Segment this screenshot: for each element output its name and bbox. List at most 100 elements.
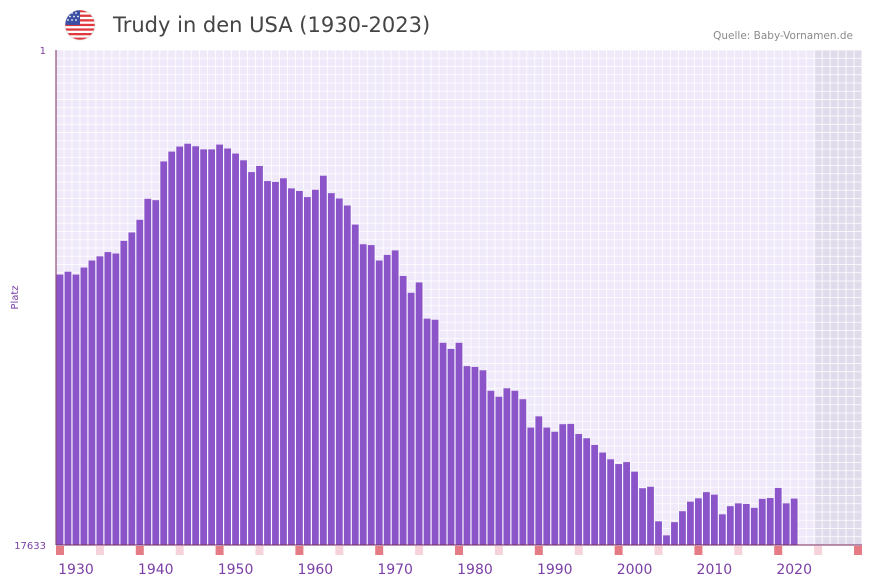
x-tick-label: 1970 [377,562,413,578]
bar-2010[interactable] [710,494,718,545]
bar-1996[interactable] [599,452,607,545]
bar-1993[interactable] [575,434,583,545]
bar-1963[interactable] [335,198,343,545]
bar-2016[interactable] [758,498,766,545]
bar-1937[interactable] [128,232,136,545]
bar-1930[interactable] [72,274,80,545]
bar-1987[interactable] [527,427,535,545]
bar-1968[interactable] [375,260,383,545]
bar-2015[interactable] [750,507,758,545]
bar-1939[interactable] [144,198,152,545]
bar-1964[interactable] [343,205,351,545]
bar-2019[interactable] [782,503,790,545]
bar-1944[interactable] [184,143,192,545]
bar-1983[interactable] [495,396,503,545]
bar-1945[interactable] [192,146,200,545]
bar-2013[interactable] [734,503,742,545]
bar-1982[interactable] [487,390,495,545]
bar-1955[interactable] [272,181,279,545]
bar-1992[interactable] [567,423,575,545]
bar-1989[interactable] [543,427,551,545]
bar-1959[interactable] [303,197,311,545]
bar-2005[interactable] [671,522,678,545]
bar-2009[interactable] [702,492,710,545]
bar-1969[interactable] [383,254,391,545]
bar-1928[interactable] [56,274,64,545]
bar-1960[interactable] [311,189,319,546]
bar-1977[interactable] [447,348,455,545]
bar-1956[interactable] [280,178,287,546]
half-decade-marker [574,546,583,555]
bar-1951[interactable] [240,160,247,545]
bar-2002[interactable] [647,486,654,545]
bar-1985[interactable] [511,390,519,545]
bar-1980[interactable] [471,366,479,545]
bar-2000[interactable] [631,471,638,545]
half-decade-marker [494,546,503,555]
bar-1967[interactable] [367,245,375,545]
bar-2001[interactable] [639,488,646,545]
bar-1954[interactable] [264,181,271,545]
bar-1972[interactable] [407,292,415,545]
bar-2006[interactable] [679,511,686,545]
bar-1974[interactable] [423,318,431,545]
bar-1942[interactable] [168,151,176,545]
bar-1931[interactable] [80,267,88,545]
bar-2014[interactable] [742,503,750,545]
bar-1966[interactable] [359,244,367,545]
bar-1929[interactable] [64,271,72,545]
decade-marker [614,546,623,555]
bar-1948[interactable] [216,144,223,545]
bar-1976[interactable] [439,342,447,545]
bar-1978[interactable] [455,342,463,545]
bar-2007[interactable] [687,501,694,545]
bar-2018[interactable] [774,487,782,545]
bar-1933[interactable] [96,256,104,545]
bar-2012[interactable] [726,506,734,545]
bar-1971[interactable] [399,275,407,545]
bar-1932[interactable] [88,260,96,545]
bar-1999[interactable] [623,462,630,545]
bar-2008[interactable] [695,498,702,545]
bar-1947[interactable] [208,149,216,545]
bar-1997[interactable] [607,459,615,545]
bar-2020[interactable] [790,498,798,545]
bar-1938[interactable] [136,219,144,545]
bar-1952[interactable] [248,172,255,546]
bar-2017[interactable] [766,498,774,545]
bar-1950[interactable] [232,153,239,545]
bar-1965[interactable] [351,224,359,546]
decade-marker [854,546,862,555]
bar-1986[interactable] [519,399,527,545]
bar-1988[interactable] [535,416,543,545]
bar-1981[interactable] [479,370,487,545]
bar-1961[interactable] [319,175,327,545]
bar-1953[interactable] [256,165,263,546]
bar-1975[interactable] [431,319,439,545]
bar-1934[interactable] [104,252,112,545]
bar-1957[interactable] [288,188,295,545]
bar-1995[interactable] [591,444,599,545]
bar-1970[interactable] [391,250,399,545]
bar-1998[interactable] [615,464,622,545]
bar-2003[interactable] [655,521,662,545]
us-flag-icon [64,9,96,41]
bar-1935[interactable] [112,253,120,545]
bar-1949[interactable] [224,148,231,545]
bar-1941[interactable] [160,161,168,545]
x-tick-label: 2000 [617,562,653,578]
bar-1958[interactable] [296,190,303,545]
bar-2004[interactable] [663,535,670,545]
bar-1991[interactable] [559,424,567,545]
bar-1940[interactable] [152,200,160,545]
bar-1943[interactable] [176,146,184,546]
bar-1962[interactable] [327,193,335,545]
bar-1946[interactable] [200,149,208,545]
bar-1979[interactable] [463,366,471,545]
bar-1936[interactable] [120,240,128,546]
bar-2011[interactable] [718,514,726,545]
bar-1984[interactable] [503,388,511,545]
bar-1973[interactable] [415,282,423,545]
bar-1990[interactable] [551,431,559,545]
bar-1994[interactable] [583,438,591,545]
